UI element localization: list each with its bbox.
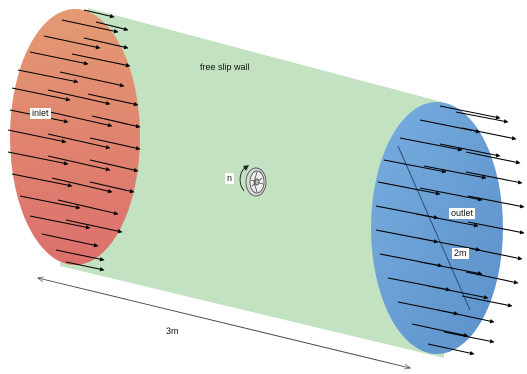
outlet-label: outlet: [449, 208, 476, 219]
free-slip-wall-label: free slip wall: [200, 62, 250, 72]
outlet-diameter-line: [397, 145, 471, 311]
fan-icon: [245, 167, 267, 197]
outlet-face: [371, 102, 503, 354]
inlet-velocity-arrows: [7, 9, 141, 272]
diameter-label: 2m: [452, 248, 469, 259]
inlet-face: [10, 9, 140, 265]
inlet-label: inlet: [30, 108, 51, 119]
outlet-velocity-arrows: [375, 105, 525, 356]
rotation-label: n: [225, 173, 235, 184]
length-dimension-line: [38, 278, 410, 368]
rotation-arrow-icon: [239, 165, 249, 192]
length-label: 3m: [166, 326, 179, 336]
